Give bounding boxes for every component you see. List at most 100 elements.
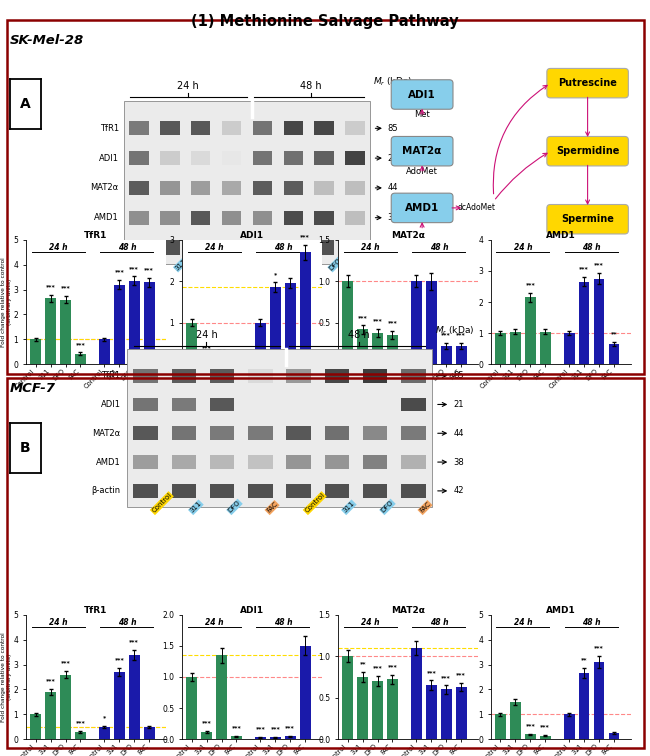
Bar xyxy=(525,734,536,739)
Bar xyxy=(202,732,212,739)
Bar xyxy=(248,426,272,440)
Bar xyxy=(325,398,349,411)
Text: MAT2α: MAT2α xyxy=(92,429,121,438)
Bar xyxy=(160,121,179,135)
Bar xyxy=(345,240,365,255)
Text: TfR1: TfR1 xyxy=(101,371,121,380)
Text: 48 h: 48 h xyxy=(430,243,448,253)
Text: ***: *** xyxy=(372,318,382,323)
Text: ***: *** xyxy=(594,645,604,650)
Bar xyxy=(129,151,149,166)
Bar xyxy=(285,736,296,739)
Bar xyxy=(172,369,196,383)
Text: AMD1: AMD1 xyxy=(96,457,121,466)
Text: Control: Control xyxy=(151,492,173,514)
Text: ***: *** xyxy=(129,265,139,271)
Text: 48 h: 48 h xyxy=(274,243,292,253)
Bar xyxy=(191,211,211,225)
FancyBboxPatch shape xyxy=(391,194,453,223)
Bar xyxy=(372,681,383,739)
Y-axis label: Fold change relative to control
(arbitrary units): Fold change relative to control (arbitra… xyxy=(1,257,12,347)
Y-axis label: Fold change relative to control
(arbitrary units): Fold change relative to control (arbitra… xyxy=(1,632,12,722)
Bar xyxy=(343,281,353,364)
Bar xyxy=(129,280,140,364)
Text: MCF-7: MCF-7 xyxy=(10,382,56,395)
Bar xyxy=(222,121,241,135)
Bar xyxy=(401,455,426,469)
Title: MAT2α: MAT2α xyxy=(391,606,425,615)
Text: Spermine: Spermine xyxy=(561,214,614,225)
Text: Met: Met xyxy=(414,110,430,119)
Bar xyxy=(191,181,211,195)
Text: 311: 311 xyxy=(342,500,356,514)
Text: 24 h: 24 h xyxy=(205,618,224,627)
Text: AMD1: AMD1 xyxy=(94,213,119,222)
Text: AMD1: AMD1 xyxy=(405,203,439,213)
Bar xyxy=(325,369,349,383)
Bar xyxy=(210,484,234,497)
Bar xyxy=(345,211,365,225)
Bar xyxy=(363,426,387,440)
Text: ***: *** xyxy=(426,670,436,674)
Text: β-actin: β-actin xyxy=(92,486,121,495)
Title: AMD1: AMD1 xyxy=(546,231,575,240)
Text: 24 h: 24 h xyxy=(49,243,68,253)
Bar xyxy=(210,369,234,383)
Text: 38: 38 xyxy=(387,213,398,222)
Bar xyxy=(401,369,426,383)
Bar xyxy=(75,354,86,364)
Bar xyxy=(372,333,383,364)
Text: Control: Control xyxy=(143,249,165,271)
Bar xyxy=(510,702,521,739)
Bar xyxy=(210,455,234,469)
Bar xyxy=(401,398,426,411)
Bar xyxy=(456,687,467,739)
FancyBboxPatch shape xyxy=(547,205,629,234)
Bar xyxy=(222,240,241,255)
Text: 24 h: 24 h xyxy=(49,618,68,627)
Bar xyxy=(325,484,349,497)
Title: ADI1: ADI1 xyxy=(240,231,264,240)
Text: 311: 311 xyxy=(298,258,311,271)
Text: (1) Methionine Salvage Pathway: (1) Methionine Salvage Pathway xyxy=(191,14,459,29)
Bar xyxy=(495,714,506,739)
Bar xyxy=(187,677,197,739)
Bar xyxy=(187,323,197,364)
Bar xyxy=(129,240,149,255)
FancyBboxPatch shape xyxy=(391,137,453,166)
Bar xyxy=(426,281,437,364)
Bar xyxy=(300,646,311,739)
Bar xyxy=(160,181,179,195)
Text: ***: *** xyxy=(231,349,241,354)
Bar xyxy=(287,369,311,383)
Bar xyxy=(593,279,604,364)
Bar xyxy=(75,732,86,739)
Text: ***: *** xyxy=(129,639,139,644)
Text: ***: *** xyxy=(231,725,241,730)
Text: 24 h: 24 h xyxy=(361,618,380,627)
Text: ***: *** xyxy=(594,262,604,268)
Bar xyxy=(231,736,242,739)
Bar xyxy=(222,151,241,166)
FancyBboxPatch shape xyxy=(547,69,629,98)
Bar xyxy=(129,121,149,135)
Bar xyxy=(285,284,296,364)
Bar xyxy=(345,181,365,195)
Text: 48 h: 48 h xyxy=(430,618,448,627)
Bar xyxy=(248,369,272,383)
Bar xyxy=(363,455,387,469)
Text: Control: Control xyxy=(266,249,289,271)
Title: MAT2α: MAT2α xyxy=(391,231,425,240)
Text: 21: 21 xyxy=(387,153,398,163)
Bar xyxy=(160,151,179,166)
Text: ***: *** xyxy=(255,727,265,731)
Bar xyxy=(60,674,71,739)
Text: 85: 85 xyxy=(454,371,464,380)
Text: **: ** xyxy=(611,332,618,336)
Bar xyxy=(287,455,311,469)
Bar xyxy=(255,323,266,364)
Text: 311: 311 xyxy=(174,258,188,271)
Bar xyxy=(253,121,272,135)
Text: ***: *** xyxy=(387,321,397,326)
Bar xyxy=(345,121,365,135)
